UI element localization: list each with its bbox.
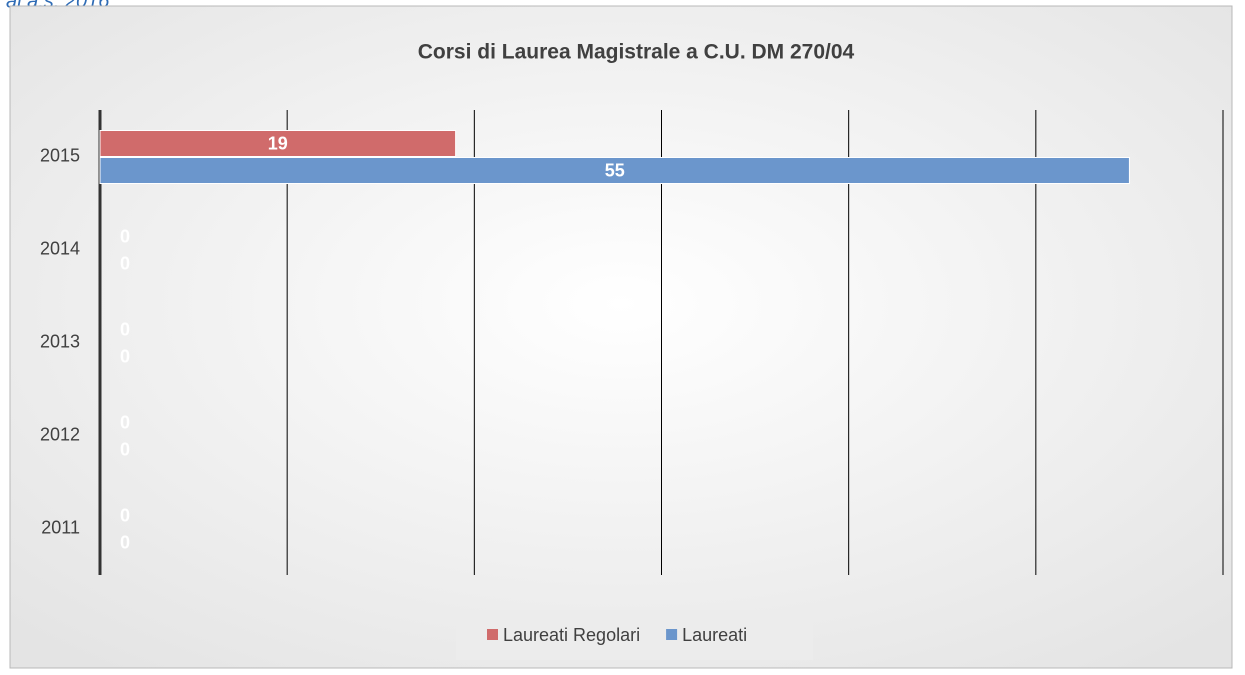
y-tick-label: 2011 bbox=[41, 517, 80, 537]
chart-title: Corsi di Laurea Magistrale a C.U. DM 270… bbox=[418, 41, 855, 64]
data-label: 0 bbox=[120, 346, 130, 366]
data-label: 0 bbox=[120, 439, 130, 459]
data-label: 0 bbox=[120, 532, 130, 552]
bar bbox=[99, 157, 1130, 184]
legend-label: Laureati Regolari bbox=[503, 625, 640, 645]
legend-label: Laureati bbox=[682, 625, 747, 645]
data-label: 0 bbox=[120, 226, 130, 246]
y-tick-label: 2012 bbox=[40, 424, 80, 444]
legend bbox=[456, 610, 813, 660]
data-label: 0 bbox=[120, 253, 130, 273]
bar bbox=[99, 130, 457, 157]
data-label: 55 bbox=[605, 160, 625, 180]
legend-swatch bbox=[666, 629, 678, 640]
data-label: 0 bbox=[120, 319, 130, 339]
y-tick-label: 2013 bbox=[40, 331, 80, 351]
y-tick-label: 2015 bbox=[40, 145, 80, 165]
legend-swatch bbox=[487, 629, 498, 640]
data-label: 0 bbox=[120, 412, 130, 432]
data-label: 0 bbox=[120, 505, 130, 525]
y-tick-label: 2014 bbox=[40, 238, 80, 258]
chart-area bbox=[9, 5, 1233, 669]
data-label: 19 bbox=[268, 133, 288, 153]
